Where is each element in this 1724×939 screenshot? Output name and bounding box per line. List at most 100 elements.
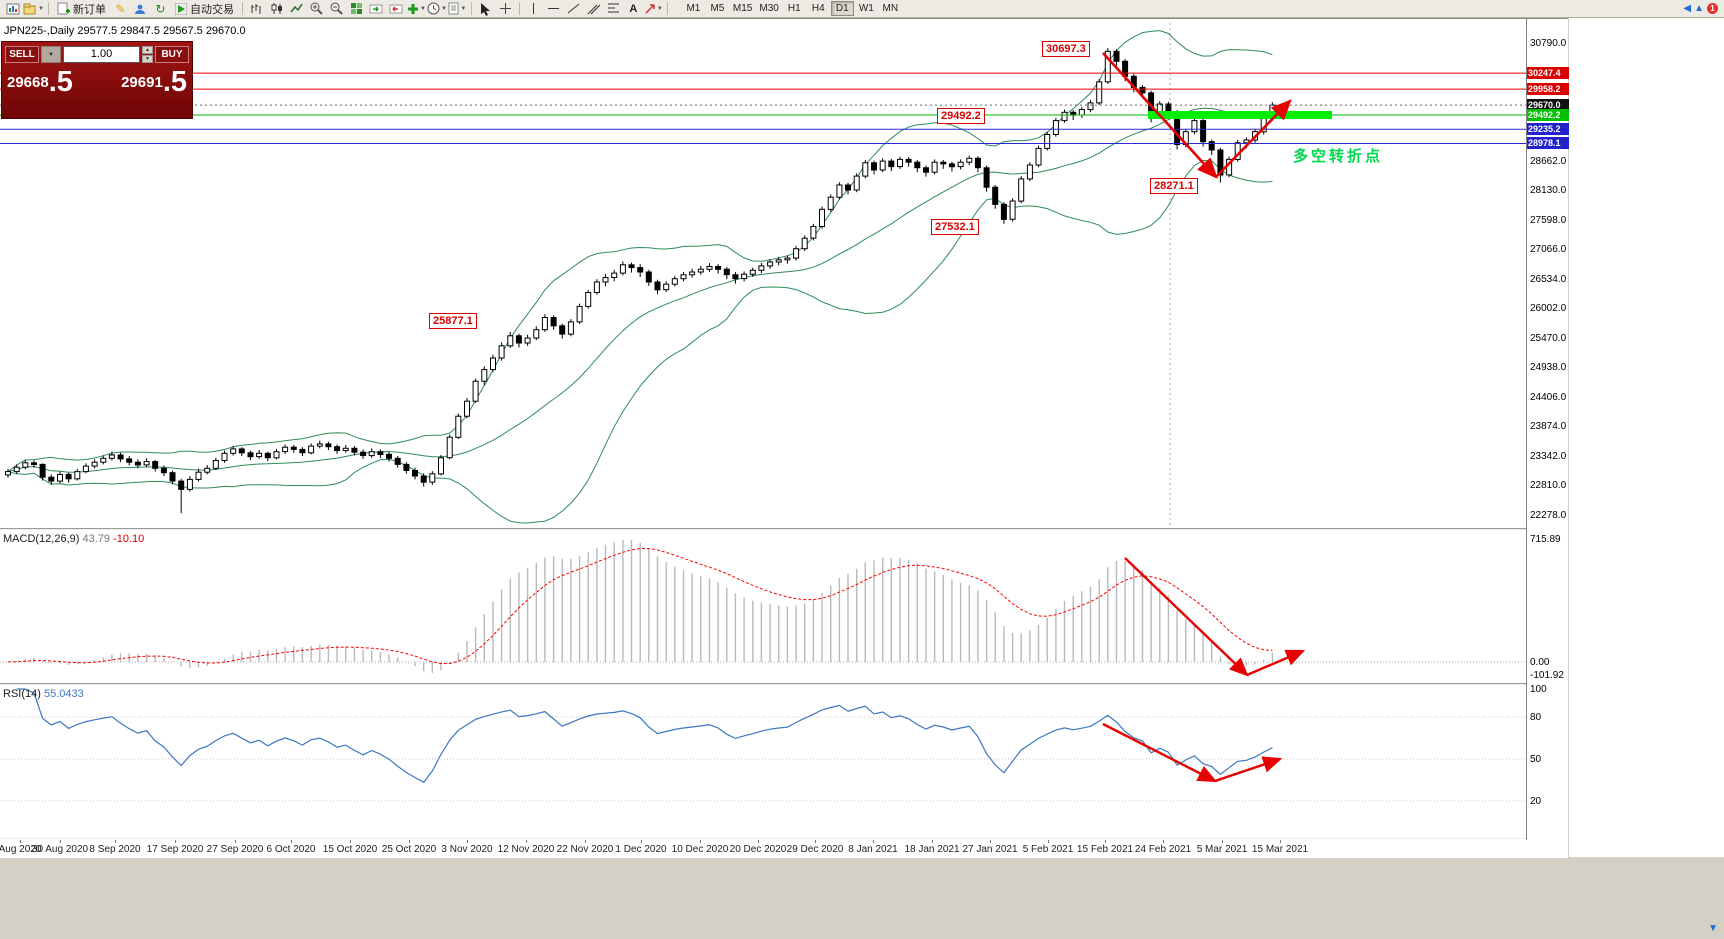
tile-windows-icon[interactable] (347, 1, 366, 17)
zoom-in-icon[interactable] (307, 1, 326, 17)
zoom-out-icon[interactable] (327, 1, 346, 17)
toolbar-separator (47, 2, 49, 15)
timeframe-button-mn[interactable]: MN (882, 3, 899, 14)
buy-button[interactable]: BUY (155, 45, 189, 63)
macd-panel-splitter[interactable] (0, 528, 1568, 530)
horizontal-line-icon[interactable] (544, 1, 563, 17)
volume-stepper: ▲ ▼ (142, 45, 153, 63)
volume-up-icon[interactable]: ▲ (142, 45, 153, 54)
price-scale-label: 23874.0 (1530, 421, 1567, 432)
price-scale[interactable]: 30790.0 28662.0 28130.0 27598.0 27066.0 26534… (1526, 19, 1569, 840)
price-line-tag: 29235.2 (1527, 123, 1569, 135)
timeframe-button-m30[interactable]: M30 (759, 3, 779, 14)
text-tool-icon[interactable]: A (629, 2, 638, 15)
candlestick-chart-icon[interactable] (267, 1, 286, 17)
bar-chart-icon[interactable] (247, 1, 266, 17)
candle-body (13, 466, 20, 473)
candle-body (394, 457, 401, 465)
candle-body (645, 271, 652, 283)
price-line-tag: 29492.2 (1527, 109, 1569, 121)
candle-body (767, 261, 774, 267)
volume-down-icon[interactable]: ▼ (142, 54, 153, 63)
cursor-icon[interactable] (476, 1, 495, 17)
sell-price-pips: .5 (48, 66, 73, 98)
scroll-up-icon[interactable]: ▲ (1694, 2, 1704, 14)
volume-dropdown[interactable]: ▼ (41, 45, 61, 63)
candle-body (905, 158, 912, 163)
chart-window[interactable]: JPN225-,Daily 29577.5 29847.5 29567.5 29… (0, 18, 1569, 858)
new-order-icon (57, 2, 70, 15)
timeframe-button-h1[interactable]: H1 (787, 3, 801, 14)
candle-body (784, 257, 791, 261)
candle-body (472, 380, 479, 402)
candle-body (212, 460, 219, 469)
auto-scroll-icon[interactable] (367, 1, 386, 17)
candle-body (585, 292, 592, 307)
candle-body (957, 161, 964, 168)
timeframe-button-w1[interactable]: W1 (858, 3, 874, 14)
symbol-info: JPN225-,Daily 29577.5 29847.5 29567.5 29… (4, 25, 246, 37)
buy-price[interactable]: 29691 .5 (121, 66, 187, 98)
scroll-left-icon[interactable]: ◀ (1683, 2, 1692, 14)
timeframe-button-m15[interactable]: M15 (732, 3, 753, 14)
time-axis[interactable]: Aug 2020 30 Aug 2020 8 Sep 2020 17 Sep 2020… (0, 840, 1568, 858)
autotrade-button[interactable]: 自动交易 (171, 1, 238, 17)
rsi-name: RSI(14) (3, 688, 41, 700)
macd-scale-label: 0.00 (1530, 657, 1550, 668)
rsi-panel-splitter[interactable] (0, 683, 1568, 685)
candle-body (801, 237, 808, 250)
community-icon[interactable] (131, 1, 150, 17)
time-axis-label: 15 Feb 2021 (1076, 844, 1134, 855)
timeframe-button-m1[interactable]: M1 (686, 3, 701, 14)
rsi-scale-label: 80 (1530, 712, 1542, 723)
candle-body (464, 400, 470, 417)
timeframe-button-m5[interactable]: M5 (710, 3, 725, 14)
time-axis-label: 25 Oct 2020 (381, 844, 437, 855)
trendline-icon[interactable] (564, 1, 583, 17)
refresh-icon[interactable]: ↻ (155, 1, 166, 16)
candle-body (429, 473, 436, 483)
candle-body (966, 157, 973, 163)
new-chart-icon[interactable] (3, 1, 22, 17)
price-scale-label: 23342.0 (1530, 451, 1567, 462)
volume-input[interactable] (63, 45, 140, 63)
candle-body (143, 461, 150, 466)
candle-body (481, 369, 488, 382)
vertical-line-icon[interactable] (524, 1, 543, 17)
candle-body (567, 321, 574, 335)
arrows-tool-icon[interactable]: ▼ (644, 1, 663, 17)
new-order-button[interactable]: 新订单 (53, 1, 110, 17)
toolbar-separator (241, 2, 243, 15)
candle-body (732, 274, 739, 280)
macd-scale-label: -101.92 (1530, 670, 1564, 681)
chart-plot[interactable] (0, 19, 1526, 840)
timeframe-button-h4[interactable]: H4 (811, 3, 825, 14)
notification-badge[interactable]: 1 (1707, 3, 1718, 14)
templates-button[interactable]: ▼ (448, 1, 467, 17)
channel-icon[interactable] (584, 1, 603, 17)
candle-body (576, 305, 583, 323)
rsi-line (16, 688, 1273, 784)
sell-price[interactable]: 29668 .5 (7, 66, 73, 98)
candle-body (663, 283, 670, 291)
indicators-button[interactable]: ▼ (407, 1, 426, 17)
candle-body (386, 453, 392, 459)
candle-body (342, 447, 349, 451)
candle-body (619, 264, 626, 274)
profiles-icon[interactable]: ▼ (23, 1, 44, 17)
sell-button[interactable]: SELL (5, 45, 39, 63)
fibonacci-icon[interactable] (604, 1, 623, 17)
metaeditor-icon[interactable]: ✎ (115, 1, 126, 16)
candle-body (948, 163, 955, 168)
candle-body (931, 161, 938, 173)
timeframe-button-d1[interactable]: D1 (830, 1, 854, 16)
line-chart-icon[interactable] (287, 1, 306, 17)
time-axis-tick (350, 840, 351, 843)
toolbar-right-cluster: ◀ ▲ 1 (1683, 3, 1721, 14)
crosshair-icon[interactable] (496, 1, 515, 17)
price-scale-label: 26002.0 (1530, 303, 1567, 314)
chart-shift-icon[interactable] (387, 1, 406, 17)
periods-button[interactable]: ▼ (427, 1, 447, 17)
scroll-down-icon[interactable]: ▼ (1708, 923, 1718, 934)
time-axis-label: Aug 2020 (0, 844, 42, 855)
